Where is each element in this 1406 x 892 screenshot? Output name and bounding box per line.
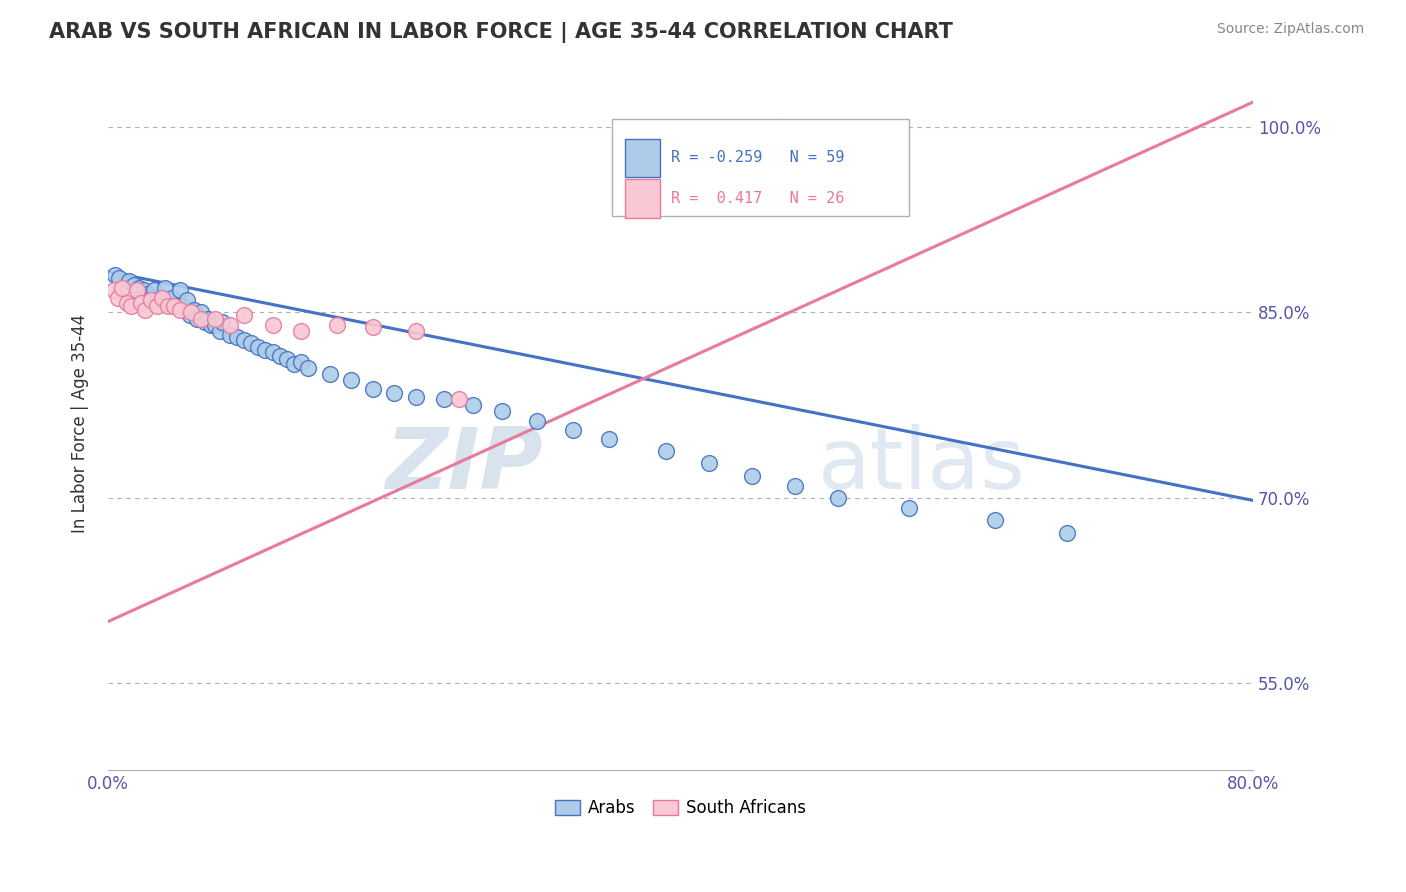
Point [190, 311, 212, 326]
Text: Source: ZipAtlas.com: Source: ZipAtlas.com [1216, 22, 1364, 37]
Point [115, 295, 138, 310]
Point [769, 120, 792, 134]
Point [139, 293, 162, 307]
Point [179, 308, 201, 322]
Point [225, 330, 247, 344]
Point [204, 311, 226, 326]
Point [142, 283, 165, 297]
Point [125, 283, 148, 297]
Point [132, 283, 155, 297]
Point [218, 318, 240, 332]
Point [190, 305, 212, 319]
Point [655, 444, 678, 458]
Point [984, 513, 1007, 527]
Point [145, 299, 167, 313]
Point [197, 311, 219, 326]
Point [340, 373, 363, 387]
Point [166, 299, 188, 313]
Point [262, 345, 284, 359]
Point [447, 392, 470, 406]
FancyBboxPatch shape [626, 179, 659, 218]
Point [269, 349, 291, 363]
Point [827, 491, 849, 505]
Point [157, 299, 180, 313]
Point [146, 293, 169, 307]
Point [104, 268, 127, 283]
Point [211, 315, 233, 329]
Point [262, 318, 284, 332]
Point [405, 390, 427, 404]
Point [290, 355, 312, 369]
Point [139, 291, 162, 305]
Point [232, 308, 254, 322]
Point [297, 361, 319, 376]
Point [122, 278, 145, 293]
Point [405, 324, 427, 338]
Text: R =  0.417   N = 26: R = 0.417 N = 26 [671, 191, 845, 206]
FancyBboxPatch shape [612, 119, 910, 216]
Text: ZIP: ZIP [385, 424, 543, 507]
Point [218, 327, 240, 342]
Point [129, 295, 152, 310]
Point [169, 302, 191, 317]
Point [290, 324, 312, 338]
Point [136, 286, 159, 301]
Point [208, 324, 231, 338]
Point [232, 333, 254, 347]
Point [150, 291, 173, 305]
Point [783, 478, 806, 492]
Point [128, 281, 150, 295]
Point [697, 456, 720, 470]
Text: R = -0.259   N = 59: R = -0.259 N = 59 [671, 150, 845, 165]
Point [176, 293, 198, 307]
Text: ARAB VS SOUTH AFRICAN IN LABOR FORCE | AGE 35-44 CORRELATION CHART: ARAB VS SOUTH AFRICAN IN LABOR FORCE | A… [49, 22, 953, 44]
Point [118, 275, 141, 289]
Point [120, 299, 142, 313]
Point [194, 315, 217, 329]
Point [526, 414, 548, 428]
Point [172, 299, 194, 313]
Point [741, 468, 763, 483]
Point [491, 404, 513, 418]
Point [1056, 525, 1078, 540]
Point [183, 302, 205, 317]
Point [150, 291, 173, 305]
Text: atlas: atlas [818, 424, 1026, 507]
Point [433, 392, 456, 406]
Point [162, 291, 184, 305]
Point [283, 357, 305, 371]
Point [361, 382, 384, 396]
Point [276, 352, 298, 367]
Point [247, 340, 270, 354]
Point [108, 270, 131, 285]
Y-axis label: In Labor Force | Age 35-44: In Labor Force | Age 35-44 [72, 314, 89, 533]
Point [204, 318, 226, 332]
Point [134, 302, 156, 317]
FancyBboxPatch shape [626, 139, 659, 177]
Point [240, 336, 263, 351]
Point [598, 432, 620, 446]
Legend: Arabs, South Africans: Arabs, South Africans [548, 793, 813, 824]
Point [111, 281, 134, 295]
Point [254, 343, 277, 357]
Point [169, 283, 191, 297]
Point [319, 368, 342, 382]
Point [326, 318, 349, 332]
Point [163, 299, 186, 313]
Point [157, 295, 180, 310]
Point [361, 320, 384, 334]
Point [898, 500, 921, 515]
Point [107, 291, 129, 305]
Point [562, 423, 585, 437]
Point [155, 281, 177, 295]
Point [180, 305, 202, 319]
Point [382, 385, 405, 400]
Point [461, 398, 484, 412]
Point [103, 283, 125, 297]
Point [200, 318, 222, 332]
Point [186, 311, 208, 326]
